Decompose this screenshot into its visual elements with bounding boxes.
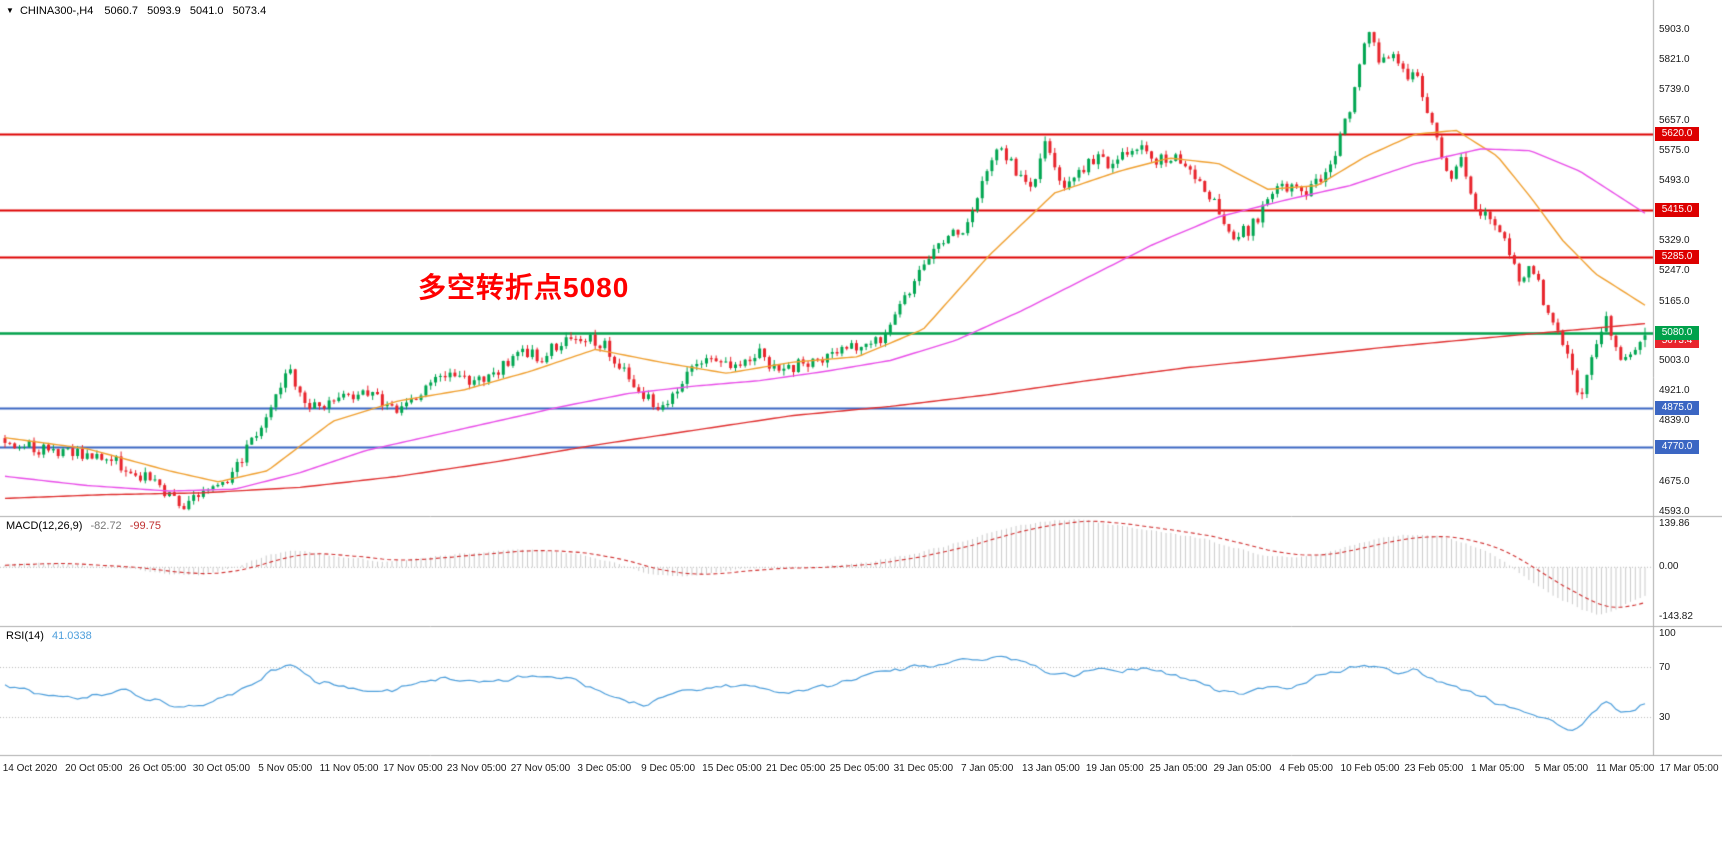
low-value: 5041.0: [189, 5, 224, 17]
annotation-text: 多空转折点5080: [418, 272, 630, 303]
collapse-triangle-icon[interactable]: ▼: [6, 6, 14, 15]
macd-indicator-label: MACD(12,26,9) -82.72 -99.75: [6, 520, 161, 532]
chart-header: ▼ CHINA300-,H4 5060.7 5093.9 5041.0 5073…: [6, 5, 272, 17]
macd-name: MACD(12,26,9): [6, 520, 83, 532]
high-value: 5093.9: [147, 5, 181, 17]
macd-value: -82.72: [90, 520, 122, 532]
symbol-timeframe-label: CHINA300-,H4: [19, 5, 94, 17]
macd-signal-value: -99.75: [129, 520, 161, 532]
rsi-indicator-label: RSI(14) 41.0338: [6, 630, 92, 642]
open-value: 5060.7: [104, 5, 139, 17]
rsi-name: RSI(14): [6, 630, 44, 642]
rsi-value: 41.0338: [51, 630, 92, 642]
close-value: 5073.4: [232, 5, 267, 17]
